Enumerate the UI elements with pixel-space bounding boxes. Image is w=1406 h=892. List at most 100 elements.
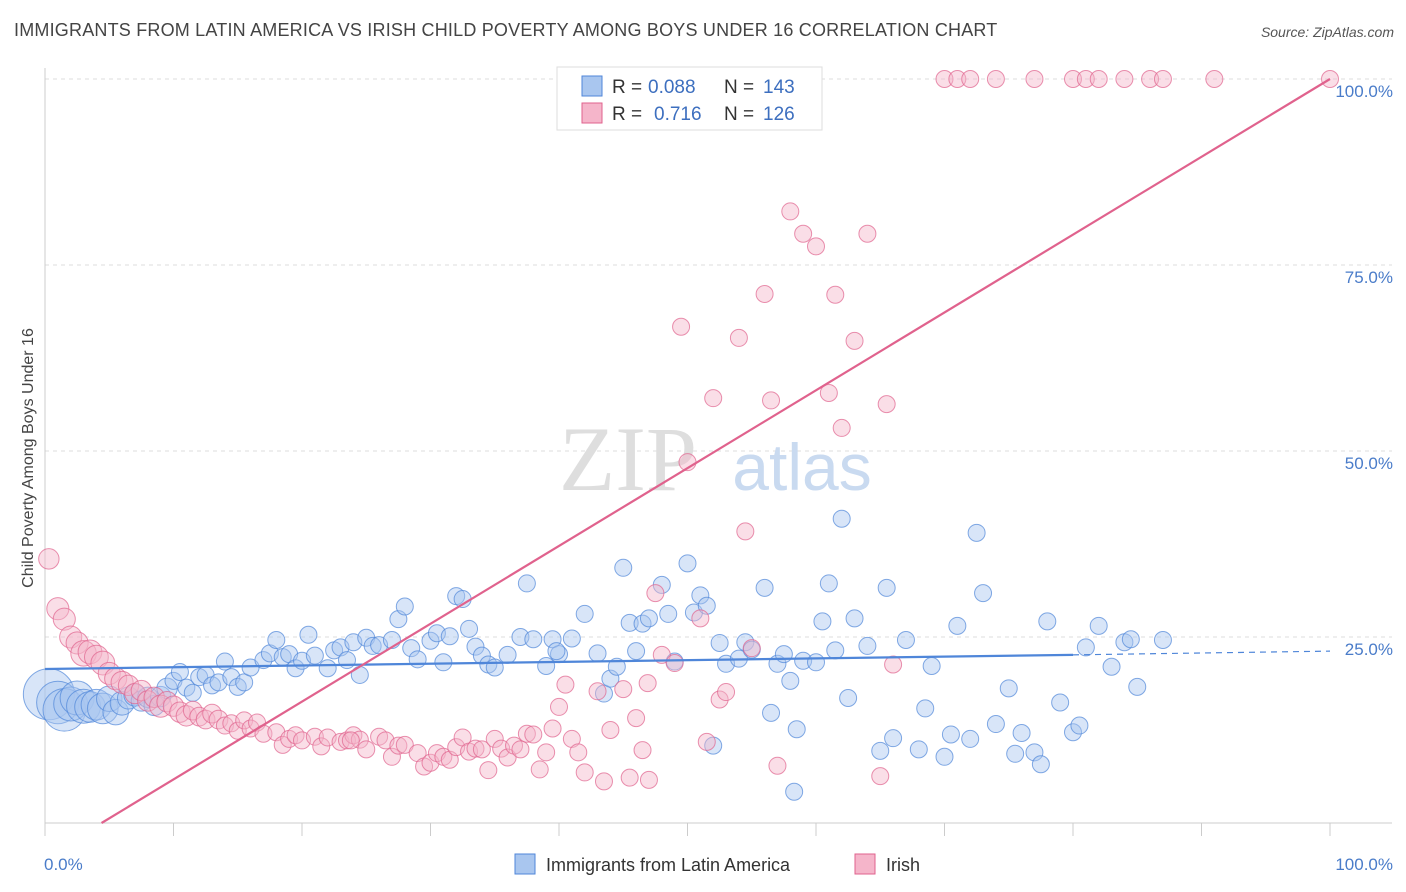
irish-point — [341, 731, 360, 750]
y-axis-title: Child Poverty Among Boys Under 16 — [20, 328, 37, 588]
immigrants-point — [678, 554, 697, 573]
irish-point — [826, 285, 845, 304]
x-tick-label: 0.0% — [44, 855, 83, 874]
irish-point — [710, 690, 729, 709]
immigrants-point — [575, 604, 594, 623]
irish-point — [382, 747, 401, 766]
immigrants-point — [999, 679, 1018, 698]
immigrants-point — [659, 604, 678, 623]
immigrants-point — [299, 625, 318, 644]
immigrants-point — [466, 637, 485, 656]
irish-point — [858, 224, 877, 243]
irish-point — [672, 317, 691, 336]
y-tick-labels: 100.0% 75.0% 50.0% 25.0% — [1335, 82, 1393, 659]
legend-n-value: 126 — [763, 104, 795, 125]
irish-point — [717, 683, 736, 702]
irish-point — [130, 679, 153, 702]
immigrants-point — [421, 631, 440, 650]
immigrants-point — [941, 725, 960, 744]
irish-point — [729, 328, 748, 347]
bottom-legend: Immigrants from Latin America Irish — [514, 853, 920, 875]
immigrants-point — [485, 658, 504, 677]
irish-point — [961, 70, 980, 88]
immigrants-point — [318, 659, 337, 678]
irish-point — [871, 767, 890, 786]
irish-point — [620, 768, 639, 787]
immigrants-point — [440, 627, 459, 646]
irish-point — [768, 756, 787, 775]
immigrants-point — [1153, 630, 1172, 649]
irish-point — [807, 237, 825, 256]
legend-r-label: R = — [612, 104, 642, 125]
legend: R = 0.088 N = 143 R = 0.716 N = 126 — [556, 66, 823, 131]
legend-r-label: R = — [612, 77, 642, 98]
immigrants-point — [614, 558, 633, 577]
y-tick-label: 100.0% — [1335, 82, 1393, 101]
irish-point — [38, 548, 60, 570]
immigrants-point — [267, 630, 286, 649]
irish-point — [350, 730, 369, 749]
immigrants-point — [498, 645, 517, 664]
irish-point — [169, 701, 191, 723]
irish-point — [762, 391, 781, 410]
immigrants-point — [1031, 755, 1050, 774]
bottom-legend-label: Irish — [886, 855, 920, 875]
immigrants-point — [909, 740, 928, 759]
irish-point — [530, 760, 549, 779]
irish-point — [156, 691, 178, 713]
irish-point — [137, 690, 159, 712]
immigrants-point — [183, 683, 202, 702]
irish-point — [1205, 70, 1224, 88]
irish-point — [601, 721, 620, 739]
irish-point — [638, 674, 657, 693]
immigrants-point — [408, 650, 427, 669]
immigrants-point — [80, 688, 113, 721]
irish-point — [357, 740, 376, 759]
irish-point — [524, 725, 543, 744]
immigrants-point — [858, 636, 877, 655]
immigrants-point — [1102, 657, 1121, 676]
legend-r-value: 0.088 — [648, 77, 696, 98]
irish-point — [781, 202, 800, 221]
immigrants-point — [813, 612, 832, 631]
irish-point — [52, 607, 76, 631]
bottom-legend-swatch-pink — [854, 853, 876, 875]
immigrants-point — [395, 597, 414, 616]
immigrants-point — [1038, 612, 1057, 631]
irish-point — [845, 331, 864, 350]
immigrants-point — [460, 619, 479, 638]
irish-point — [312, 737, 331, 756]
y-tick-label: 50.0% — [1345, 454, 1393, 473]
irish-point — [569, 743, 588, 762]
axes — [44, 68, 1392, 836]
immigrants-point — [922, 657, 941, 676]
irish-point — [543, 719, 562, 738]
irish-point — [935, 70, 954, 88]
immigrants-point — [871, 741, 890, 760]
irish-point — [479, 761, 498, 780]
immigrants-point — [588, 644, 607, 663]
immigrants-point — [235, 673, 254, 692]
irish-point — [1064, 70, 1082, 88]
irish-point — [614, 680, 633, 699]
irish-point — [1153, 70, 1172, 88]
immigrants-point — [877, 578, 896, 597]
irish-point — [697, 732, 716, 751]
immigrants-point — [524, 630, 543, 649]
irish-point — [665, 654, 684, 673]
irish-point — [646, 584, 665, 603]
immigrants-point — [1006, 744, 1025, 763]
irish-point — [1141, 70, 1160, 88]
legend-swatch-pink — [581, 102, 603, 124]
trend-line-irish — [100, 78, 1331, 824]
x-tick-labels: 0.0% 100.0% — [44, 855, 1393, 874]
immigrants-point — [639, 609, 658, 628]
immigrants-point — [845, 609, 864, 628]
irish-point — [575, 763, 594, 782]
immigrants-point — [974, 584, 993, 603]
immigrants-point — [961, 729, 980, 748]
immigrants-point — [601, 669, 620, 688]
immigrants-point — [620, 613, 639, 632]
irish-point — [556, 675, 575, 694]
